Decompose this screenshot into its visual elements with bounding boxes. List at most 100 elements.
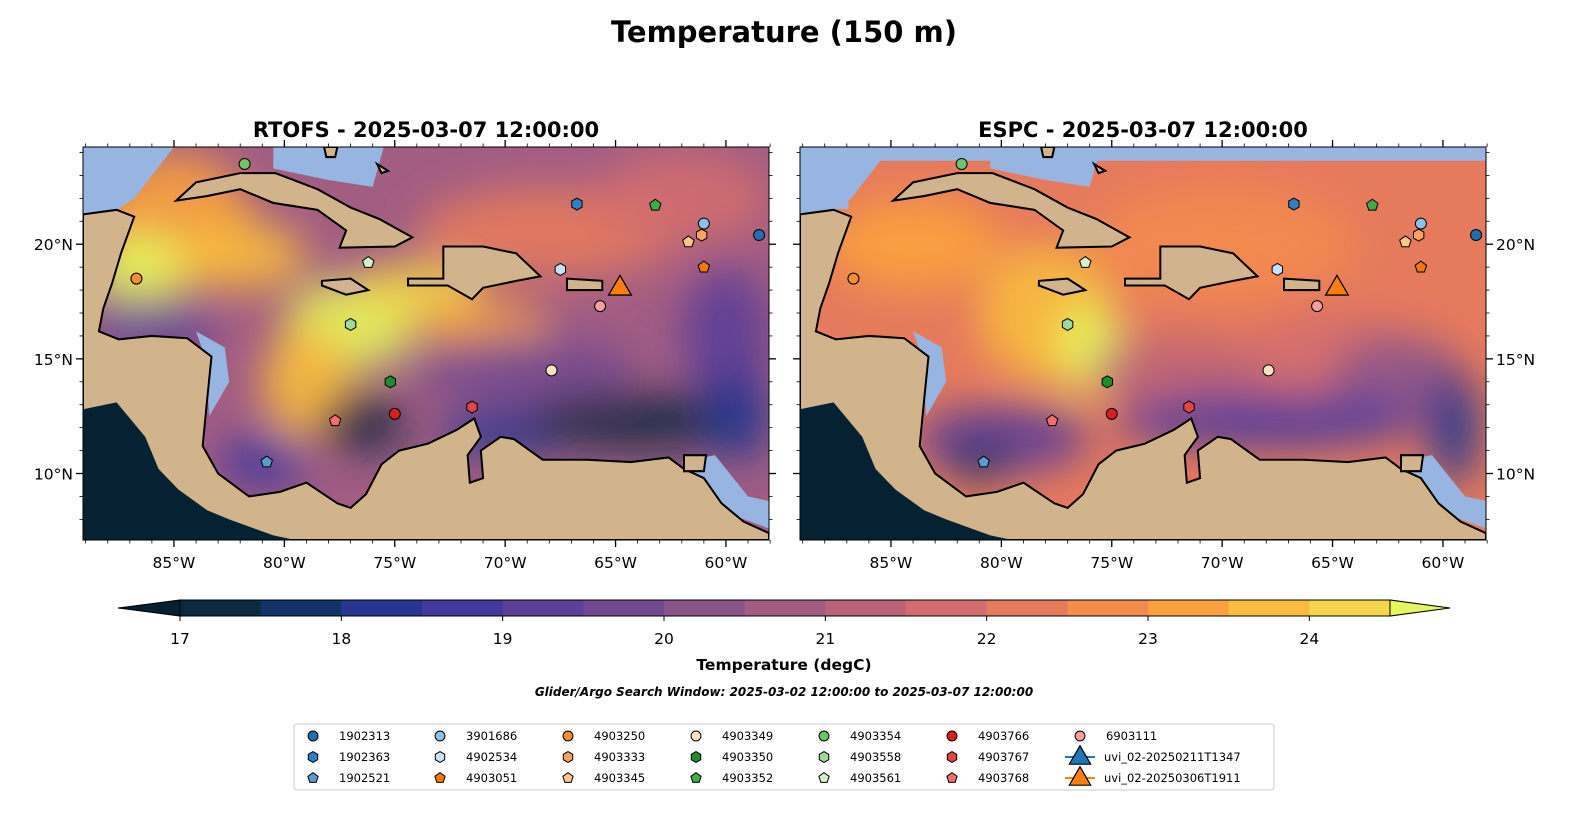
platform-marker-4903350[interactable] bbox=[384, 375, 397, 389]
platform-marker-4903354[interactable] bbox=[238, 157, 251, 170]
platform-marker-4903250[interactable] bbox=[562, 730, 574, 742]
platform-marker-4903561[interactable] bbox=[818, 771, 830, 783]
platform-marker-3901686[interactable] bbox=[1414, 217, 1427, 230]
platform-marker-1902521[interactable] bbox=[977, 455, 990, 468]
land bbox=[565, 277, 604, 292]
legend-label: 4903350 bbox=[722, 750, 773, 764]
figure-title: Temperature (150 m) bbox=[611, 15, 957, 49]
colorbar-tick-label: 23 bbox=[1138, 630, 1158, 648]
platform-marker-uvi_02-20250211T1347[interactable] bbox=[1068, 744, 1092, 765]
platform-marker-4903333[interactable] bbox=[1412, 228, 1425, 242]
platform-marker-4903250[interactable] bbox=[130, 272, 143, 285]
platform-marker-4903354[interactable] bbox=[818, 730, 830, 742]
platform-marker-4903349[interactable] bbox=[690, 730, 702, 742]
platform-marker-4903333[interactable] bbox=[562, 751, 574, 763]
land bbox=[173, 172, 415, 249]
platform-marker-4903766[interactable] bbox=[1105, 407, 1118, 420]
colorbar-over-extend bbox=[1389, 599, 1451, 617]
colorbar-bin bbox=[502, 600, 584, 616]
platform-marker-4903250[interactable] bbox=[847, 272, 860, 285]
platform-marker-1902313[interactable] bbox=[1470, 229, 1483, 242]
platform-marker-4903767[interactable] bbox=[1183, 400, 1195, 414]
platform-marker-4902534[interactable] bbox=[434, 751, 446, 763]
lon-tick-label: 65°W bbox=[1311, 554, 1354, 572]
platform-marker-6903111[interactable] bbox=[594, 300, 607, 313]
colorbar-tick-label: 18 bbox=[331, 630, 351, 648]
lon-tick-label: 75°W bbox=[373, 554, 416, 572]
platform-marker-4902534[interactable] bbox=[554, 262, 567, 277]
platform-marker-6903111[interactable] bbox=[1074, 730, 1086, 742]
land bbox=[1040, 147, 1056, 159]
platform-marker-4903350[interactable] bbox=[690, 751, 702, 763]
platform-marker-3901686[interactable] bbox=[434, 730, 446, 742]
platform-marker-4903349[interactable] bbox=[1262, 364, 1275, 377]
platform-marker-4903352[interactable] bbox=[690, 771, 702, 783]
platform-marker-4903561[interactable] bbox=[1078, 255, 1092, 268]
platform-marker-4903352[interactable] bbox=[648, 198, 662, 211]
map-frame bbox=[799, 146, 1487, 541]
legend-label: uvi_02-20250306T1911 bbox=[1104, 771, 1241, 785]
platform-marker-1902313[interactable] bbox=[753, 229, 766, 242]
legend-label: 1902521 bbox=[339, 771, 390, 785]
platform-marker-1902363[interactable] bbox=[1288, 197, 1300, 211]
platform-marker-4903345[interactable] bbox=[682, 235, 695, 248]
colorbar-bin bbox=[583, 600, 665, 616]
platform-marker-1902521[interactable] bbox=[260, 455, 273, 468]
platform-marker-uvi_02-20250306T1911[interactable] bbox=[1068, 765, 1092, 786]
land bbox=[374, 161, 391, 175]
platform-markers bbox=[847, 157, 1483, 468]
legend-label: 4903349 bbox=[722, 729, 773, 743]
legend-label: 4903333 bbox=[594, 750, 645, 764]
platform-marker-1902313[interactable] bbox=[307, 730, 319, 742]
platform-marker-3901686[interactable] bbox=[697, 217, 710, 230]
platform-marker-uvi_02-20250306T1911[interactable] bbox=[1324, 274, 1350, 296]
platform-marker-uvi_02-20250306T1911[interactable] bbox=[607, 274, 633, 296]
land bbox=[320, 277, 371, 296]
legend-label: 4902534 bbox=[466, 750, 517, 764]
platform-marker-4903558[interactable] bbox=[1061, 317, 1074, 332]
platform-marker-4903767[interactable] bbox=[946, 751, 958, 763]
platform-marker-4903768[interactable] bbox=[946, 771, 958, 783]
platform-marker-4903352[interactable] bbox=[1365, 198, 1379, 211]
platform-marker-1902363[interactable] bbox=[307, 751, 319, 763]
colorbar-bin bbox=[422, 600, 504, 616]
legend-label: 4903766 bbox=[978, 729, 1029, 743]
legend-entry: 4903333 bbox=[562, 750, 645, 764]
platform-marker-4903345[interactable] bbox=[1399, 235, 1412, 248]
colorbar-tick-label: 20 bbox=[654, 630, 674, 648]
platform-marker-4903558[interactable] bbox=[344, 317, 357, 332]
platform-marker-4903345[interactable] bbox=[562, 771, 574, 783]
legend-box bbox=[293, 723, 1275, 791]
platform-marker-1902521[interactable] bbox=[307, 771, 319, 783]
platform-marker-4903350[interactable] bbox=[1101, 375, 1114, 389]
map-area[interactable] bbox=[800, 147, 1486, 540]
platform-marker-4902534[interactable] bbox=[1271, 262, 1284, 277]
legend-entry: uvi_02-20250211T1347 bbox=[1065, 744, 1241, 765]
platform-marker-4903766[interactable] bbox=[946, 730, 958, 742]
platform-marker-4903561[interactable] bbox=[361, 255, 375, 268]
platform-marker-6903111[interactable] bbox=[1311, 300, 1324, 313]
platform-marker-4903349[interactable] bbox=[545, 364, 558, 377]
platform-marker-4903767[interactable] bbox=[466, 400, 478, 414]
platform-marker-4903766[interactable] bbox=[388, 407, 401, 420]
legend-entry: uvi_02-20250306T1911 bbox=[1065, 765, 1241, 786]
lat-tick-label: 10°N bbox=[1496, 466, 1535, 484]
map-area[interactable] bbox=[83, 147, 770, 540]
platform-marker-4903333[interactable] bbox=[695, 228, 708, 242]
platform-marker-4903558[interactable] bbox=[818, 751, 830, 763]
platform-marker-1902363[interactable] bbox=[571, 197, 583, 211]
platform-marker-4903051[interactable] bbox=[1414, 260, 1428, 273]
legend-entry: 4903352 bbox=[690, 771, 773, 785]
legend-label: 4903345 bbox=[594, 771, 645, 785]
legend-label: 6903111 bbox=[1106, 729, 1157, 743]
shelf-area bbox=[800, 147, 891, 215]
platform-marker-4903354[interactable] bbox=[955, 157, 968, 170]
colorbar-bin bbox=[906, 600, 988, 616]
map-frame bbox=[82, 146, 770, 541]
platform-marker-4903051[interactable] bbox=[434, 771, 446, 783]
platform-marker-4903051[interactable] bbox=[697, 260, 711, 273]
colorbar-bin bbox=[1148, 600, 1230, 616]
platform-marker-4903768[interactable] bbox=[1045, 414, 1059, 427]
platform-marker-4903768[interactable] bbox=[328, 414, 342, 427]
